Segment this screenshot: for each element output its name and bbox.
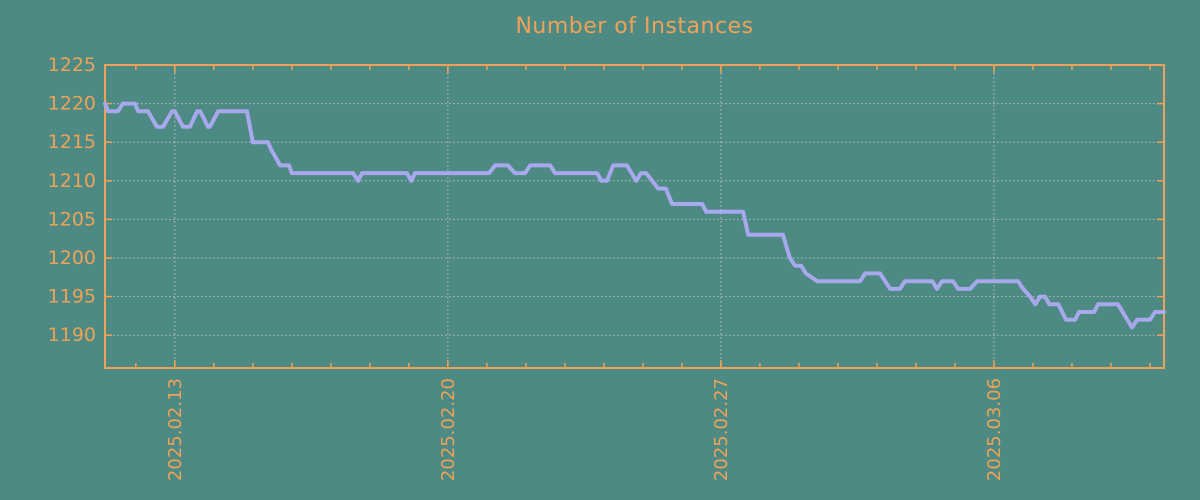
y-tick-label: 1210 [48, 170, 96, 192]
y-tick-label: 1190 [48, 324, 96, 346]
chart-title: Number of Instances [515, 14, 754, 39]
x-tick-label: 2025.03.06 [984, 378, 1005, 481]
x-tick-label: 2025.02.20 [438, 378, 459, 481]
plot-border [104, 64, 1165, 369]
y-tick-label: 1200 [48, 247, 96, 269]
y-tick-label: 1205 [48, 208, 96, 230]
y-tick-label: 1215 [48, 131, 96, 153]
x-tick-label: 2025.02.27 [711, 378, 732, 481]
series-line [103, 101, 1166, 330]
y-tick-label: 1195 [48, 286, 96, 308]
x-tick-label: 2025.02.13 [165, 378, 186, 481]
y-tick-label: 1220 [48, 93, 96, 115]
y-tick-label: 1225 [48, 54, 96, 76]
